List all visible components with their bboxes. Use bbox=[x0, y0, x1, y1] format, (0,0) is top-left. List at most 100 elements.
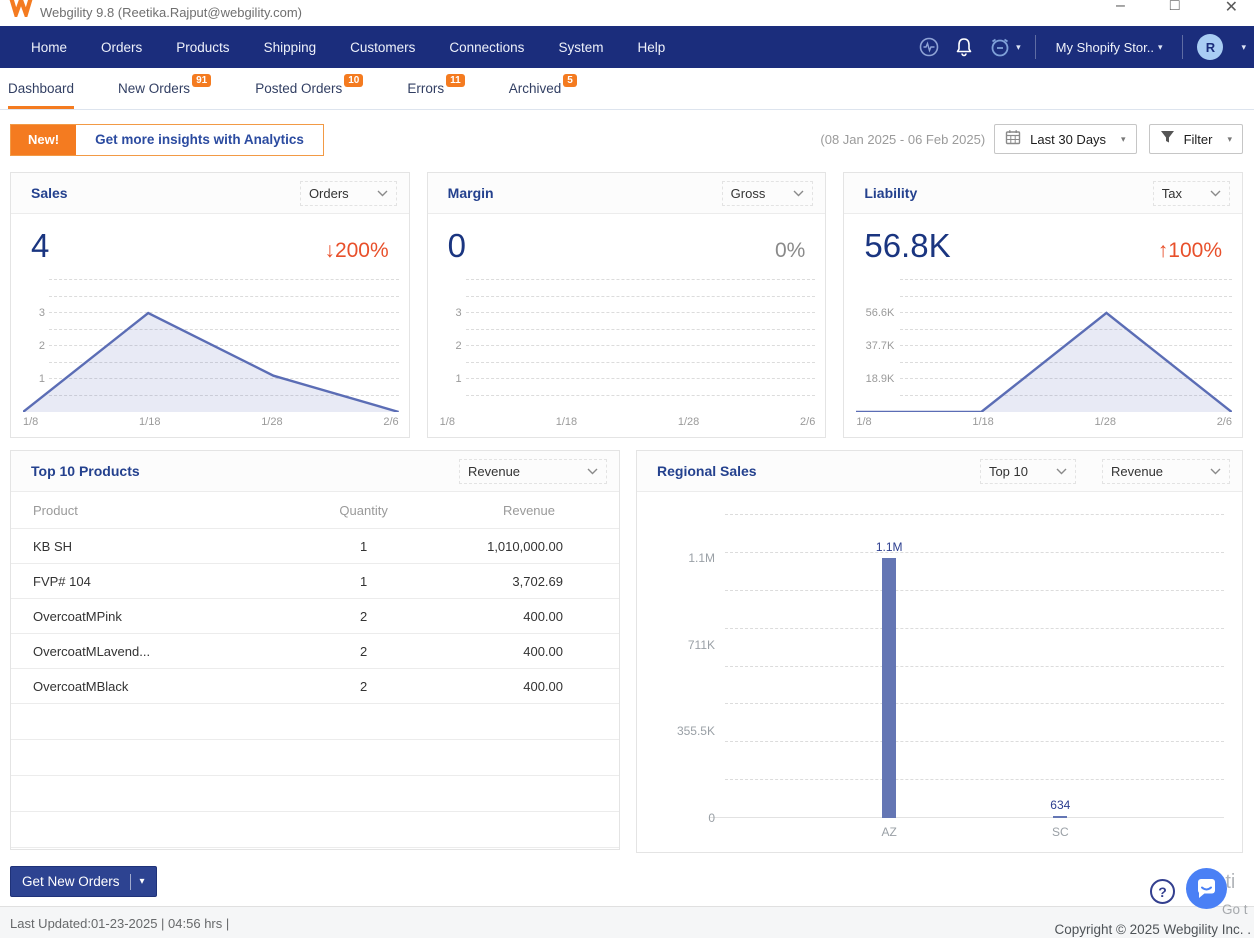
help-button[interactable]: ? bbox=[1150, 879, 1175, 904]
product-name: KB SH bbox=[11, 528, 291, 564]
regional-sales-card: Regional Sales Top 10 Revenue 0 355.5K 711… bbox=[636, 450, 1243, 853]
filter-dropdown-value: Filter bbox=[1183, 131, 1213, 147]
product-qty: 2 bbox=[290, 633, 437, 669]
title-bar: Webgility 9.8 (Reetika.Rajput@webgility.… bbox=[0, 0, 1254, 26]
divider bbox=[129, 873, 131, 890]
table-row: OvercoatMLavend... 2 400.00 bbox=[11, 633, 619, 669]
tab-count-badge: 91 bbox=[192, 74, 212, 87]
sales-metric-dropdown[interactable]: Orders bbox=[299, 180, 397, 206]
card-title: Sales bbox=[31, 185, 68, 201]
dropdown-value: Gross bbox=[730, 185, 766, 201]
liability-trend-chart: 18.9K 37.7K 56.6K 1/8 1/18 1/28 2/6 bbox=[854, 279, 1234, 432]
kpi-change: ↓200% bbox=[324, 239, 389, 262]
get-new-orders-button[interactable]: Get New Orders ▾ bbox=[10, 866, 157, 897]
table-row: KB SH 1 1,010,000.00 bbox=[11, 528, 619, 564]
product-revenue: 400.00 bbox=[436, 668, 619, 704]
dropdown-value: Revenue bbox=[468, 463, 521, 479]
filter-dropdown[interactable]: Filter ▾ bbox=[1148, 124, 1243, 154]
nav-system[interactable]: System bbox=[558, 39, 604, 55]
activity-pulse-icon[interactable] bbox=[918, 36, 940, 58]
regional-top-dropdown[interactable]: Top 10 bbox=[979, 458, 1076, 484]
tab-archived[interactable]: Archived 5 bbox=[509, 68, 577, 109]
nav-connections[interactable]: Connections bbox=[449, 39, 525, 55]
column-header-product: Product bbox=[11, 492, 291, 529]
chevron-down-icon bbox=[1210, 190, 1221, 196]
column-header-quantity: Quantity bbox=[290, 492, 437, 529]
close-icon[interactable]: ✕ bbox=[1224, 0, 1238, 16]
main-navbar: Home Orders Products Shipping Customers … bbox=[0, 26, 1254, 68]
tab-dashboard[interactable]: Dashboard bbox=[8, 68, 75, 109]
nav-orders[interactable]: Orders bbox=[101, 39, 143, 55]
scheduler-alarm-icon[interactable]: ▾ bbox=[988, 35, 1021, 59]
notifications-bell-icon[interactable] bbox=[954, 36, 974, 58]
empty-table-row bbox=[11, 739, 619, 776]
tab-label: Posted Orders bbox=[255, 81, 343, 96]
product-revenue: 3,702.69 bbox=[436, 563, 619, 599]
card-title: Margin bbox=[447, 185, 494, 201]
table-row: FVP# 104 1 3,702.69 bbox=[11, 563, 619, 599]
tab-count-badge: 5 bbox=[563, 74, 577, 87]
nav-customers[interactable]: Customers bbox=[350, 39, 416, 55]
status-bar: Last Updated:01-23-2025 | 04:56 hrs | Co… bbox=[0, 906, 1254, 938]
product-name: OvercoatMPink bbox=[11, 598, 291, 634]
period-dropdown[interactable]: Last 30 Days ▾ bbox=[994, 124, 1137, 154]
product-name: OvercoatMLavend... bbox=[11, 633, 291, 669]
tab-posted-orders[interactable]: Posted Orders 10 bbox=[255, 68, 364, 109]
kpi-value: 4 bbox=[31, 227, 50, 264]
nav-home[interactable]: Home bbox=[31, 39, 68, 55]
nav-products[interactable]: Products bbox=[176, 39, 230, 55]
empty-table-row bbox=[11, 703, 619, 740]
get-new-orders-label: Get New Orders bbox=[22, 874, 120, 889]
chevron-down-icon bbox=[587, 468, 598, 474]
chevron-down-icon bbox=[793, 190, 804, 196]
table-row: OvercoatMBlack 2 400.00 bbox=[11, 668, 619, 704]
chevron-down-icon: ▾ bbox=[1241, 41, 1246, 52]
copyright-text: Copyright © 2025 Webgility Inc. . bbox=[1054, 922, 1251, 937]
get-new-orders-caret[interactable]: ▾ bbox=[139, 876, 145, 887]
filter-funnel-icon bbox=[1160, 130, 1175, 149]
product-qty: 1 bbox=[290, 563, 437, 599]
date-toolbar: (08 Jan 2025 - 06 Feb 2025) Last 30 Days… bbox=[820, 124, 1243, 154]
tab-new-orders[interactable]: New Orders 91 bbox=[118, 68, 212, 109]
card-title: Liability bbox=[864, 185, 918, 201]
dropdown-value: Revenue bbox=[1111, 463, 1164, 479]
minimize-icon[interactable]: – bbox=[1116, 0, 1125, 14]
product-revenue: 400.00 bbox=[436, 633, 619, 669]
kpi-value: 56.8K bbox=[864, 227, 951, 264]
activate-watermark-line2: Go t bbox=[1222, 902, 1248, 917]
nav-help[interactable]: Help bbox=[637, 39, 666, 55]
product-revenue: 1,010,000.00 bbox=[436, 528, 619, 564]
chevron-down-icon: ▾ bbox=[1227, 133, 1232, 144]
webgility-logo-icon bbox=[8, 0, 34, 22]
nav-shipping[interactable]: Shipping bbox=[263, 39, 317, 55]
products-metric-dropdown[interactable]: Revenue bbox=[459, 458, 607, 484]
x-axis-line bbox=[709, 817, 1224, 818]
column-header-revenue: Revenue bbox=[436, 492, 619, 529]
margin-metric-dropdown[interactable]: Gross bbox=[721, 180, 814, 206]
top-products-table: Product Quantity Revenue KB SH 1 1,010,0… bbox=[11, 492, 619, 848]
chat-bubble-button[interactable] bbox=[1186, 868, 1227, 914]
chevron-down-icon: ▾ bbox=[1157, 41, 1163, 52]
store-selector[interactable]: My Shopify Stor.. ▾ bbox=[1050, 40, 1169, 55]
regional-metric-dropdown[interactable]: Revenue bbox=[1102, 458, 1230, 484]
chevron-down-icon bbox=[1210, 468, 1221, 474]
dropdown-value: Orders bbox=[308, 185, 349, 201]
tab-errors[interactable]: Errors 11 bbox=[407, 68, 465, 109]
tab-label: New Orders bbox=[118, 81, 191, 96]
table-row: OvercoatMPink 2 400.00 bbox=[11, 598, 619, 634]
liability-metric-dropdown[interactable]: Tax bbox=[1152, 180, 1231, 206]
user-avatar[interactable]: R bbox=[1197, 34, 1224, 60]
date-range-text: (08 Jan 2025 - 06 Feb 2025) bbox=[820, 131, 986, 147]
kpi-change: 0% bbox=[774, 239, 806, 262]
product-name: FVP# 104 bbox=[11, 563, 291, 599]
divider bbox=[1182, 35, 1184, 59]
product-qty: 1 bbox=[290, 528, 437, 564]
card-title: Top 10 Products bbox=[31, 463, 140, 479]
empty-table-row bbox=[11, 775, 619, 812]
maximize-icon[interactable]: □ bbox=[1169, 0, 1180, 14]
analytics-banner-button[interactable]: New! Get more insights with Analytics bbox=[10, 124, 324, 156]
